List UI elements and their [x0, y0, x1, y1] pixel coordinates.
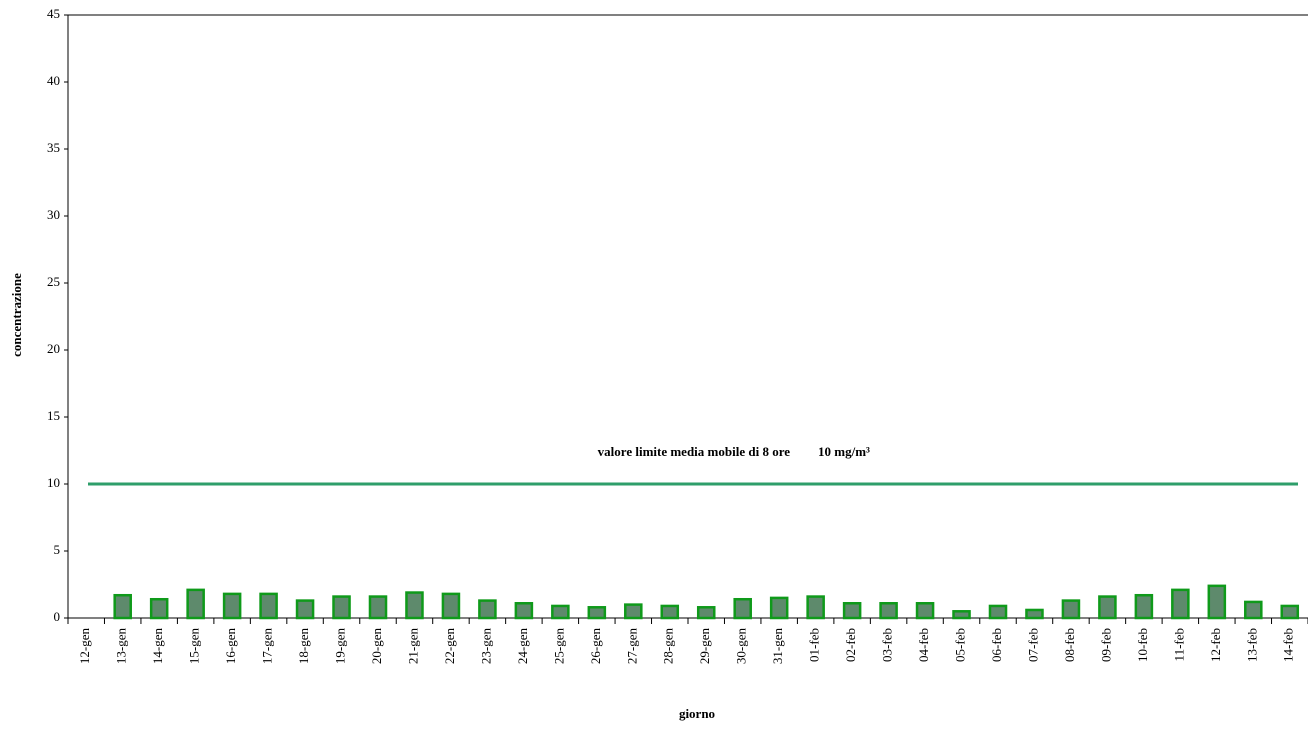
bar — [624, 603, 643, 620]
x-tick-label: 14-gen — [150, 628, 165, 665]
bar — [441, 592, 461, 620]
bar — [660, 604, 680, 620]
bar — [842, 602, 862, 620]
x-tick-label: 31-gen — [770, 628, 785, 665]
y-tick-label: 5 — [54, 542, 61, 557]
x-tick-label: 26-gen — [588, 628, 603, 665]
x-tick-label: 11-feb — [1171, 628, 1186, 661]
bar — [733, 597, 752, 620]
x-tick-label: 10-feb — [1135, 628, 1150, 662]
y-tick-label: 20 — [47, 341, 60, 356]
x-axis-title: giorno — [679, 706, 715, 721]
bar — [514, 602, 534, 620]
x-tick-label: 21-gen — [405, 628, 420, 665]
bar — [988, 604, 1008, 620]
bar — [1098, 595, 1117, 620]
limit-label: 10 mg/m³ — [818, 444, 870, 459]
bar — [952, 610, 971, 620]
y-tick-label: 10 — [47, 475, 60, 490]
x-tick-label: 23-gen — [478, 628, 493, 665]
x-tick-label: 16-gen — [223, 628, 238, 665]
x-tick-label: 25-gen — [551, 628, 566, 665]
bar — [1134, 593, 1154, 620]
x-tick-label: 19-gen — [333, 628, 348, 665]
y-axis-title: concentrazione — [9, 273, 24, 357]
bar — [222, 592, 242, 620]
x-tick-label: 09-feb — [1098, 628, 1113, 662]
bar — [1061, 599, 1081, 620]
bar — [915, 602, 935, 620]
y-tick-label: 25 — [47, 274, 60, 289]
x-tick-label: 29-gen — [697, 628, 712, 665]
x-tick-label: 17-gen — [260, 628, 275, 665]
annotation: valore limite media mobile di 8 ore — [598, 444, 791, 459]
x-tick-label: 14-feb — [1281, 628, 1296, 662]
x-tick-label: 07-feb — [1025, 628, 1040, 662]
bar — [368, 595, 388, 620]
x-tick-label: 27-gen — [624, 628, 639, 665]
bar — [551, 604, 570, 620]
bar — [259, 592, 278, 620]
x-tick-label: 13-feb — [1244, 628, 1259, 662]
x-tick-label: 30-gen — [734, 628, 749, 665]
bar — [113, 593, 132, 620]
bar — [332, 595, 351, 620]
x-tick-label: 13-gen — [114, 628, 129, 665]
x-tick-label: 12-feb — [1208, 628, 1223, 662]
bar — [806, 595, 825, 620]
x-tick-label: 20-gen — [369, 628, 384, 665]
bar — [769, 596, 789, 620]
x-tick-label: 28-gen — [661, 628, 676, 665]
bar — [1207, 584, 1227, 620]
x-tick-label: 12-gen — [77, 628, 92, 665]
x-tick-label: 22-gen — [442, 628, 457, 665]
bar — [405, 591, 424, 620]
x-tick-label: 06-feb — [989, 628, 1004, 662]
bar — [1280, 604, 1300, 620]
x-tick-label: 18-gen — [296, 628, 311, 665]
x-tick-label: 04-feb — [916, 628, 931, 662]
bar — [1244, 600, 1263, 620]
bar — [1025, 608, 1044, 620]
x-tick-label: 08-feb — [1062, 628, 1077, 662]
y-tick-label: 45 — [47, 6, 60, 21]
x-tick-label: 03-feb — [880, 628, 895, 662]
bar — [186, 588, 205, 620]
bar — [1171, 588, 1190, 620]
y-tick-label: 30 — [47, 207, 60, 222]
bar — [295, 599, 315, 620]
bar — [879, 602, 898, 620]
x-tick-label: 01-feb — [807, 628, 822, 662]
bar — [478, 599, 497, 620]
bar — [696, 606, 716, 620]
y-tick-label: 0 — [54, 609, 61, 624]
y-tick-label: 35 — [47, 140, 60, 155]
x-tick-label: 24-gen — [515, 628, 530, 665]
y-tick-label: 40 — [47, 73, 60, 88]
y-tick-label: 15 — [47, 408, 60, 423]
x-tick-label: 05-feb — [953, 628, 968, 662]
bar — [149, 597, 169, 620]
x-tick-label: 15-gen — [187, 628, 202, 665]
x-tick-label: 02-feb — [843, 628, 858, 662]
bar — [587, 606, 607, 620]
